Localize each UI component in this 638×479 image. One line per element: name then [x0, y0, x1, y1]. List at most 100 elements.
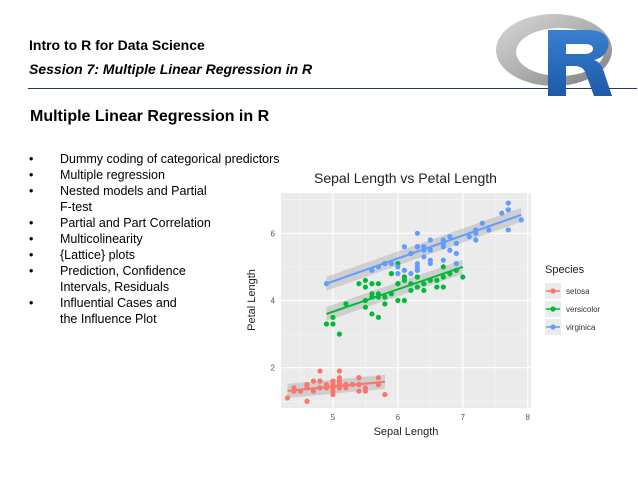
data-point-setosa [317, 378, 323, 384]
data-point-setosa [336, 378, 343, 384]
data-point-virginica [395, 271, 401, 277]
data-point-virginica [453, 250, 459, 257]
list-item: • Partial and Part Correlation [29, 216, 211, 230]
x-axis-ticks: 5 6 7 8 [331, 413, 531, 422]
list-item: • {Lattice} plots [29, 248, 136, 262]
header-divider [28, 88, 637, 89]
data-point-versicolor [421, 281, 427, 287]
data-point-versicolor [440, 274, 446, 280]
chart-grid [281, 193, 531, 408]
data-point-setosa [310, 388, 317, 394]
data-point-virginica [401, 267, 407, 273]
data-point-virginica [447, 234, 453, 240]
data-point-setosa [317, 368, 323, 374]
list-item: • Multicolinearity [29, 232, 143, 246]
list-item: • Influential Cases and the Influence Plo… [29, 296, 177, 326]
fit-line-setosa [287, 380, 385, 392]
data-point-versicolor [356, 281, 362, 287]
bullet-icon: • [29, 248, 34, 262]
fit-lines [287, 213, 522, 392]
bullet-icon: • [29, 296, 34, 310]
x-tick-label: 5 [331, 413, 336, 422]
data-point-versicolor [362, 284, 369, 290]
legend-marker [550, 306, 556, 312]
bullet-icon: • [29, 232, 34, 246]
data-point-virginica [447, 247, 453, 253]
legend-marker [550, 324, 556, 330]
y-tick-label: 4 [271, 297, 276, 306]
fit-line-virginica [326, 213, 522, 285]
bullet-icon: • [29, 168, 34, 182]
fit-line-versicolor [326, 265, 464, 315]
topic-list: • Dummy coding of categorical predictors … [29, 151, 319, 327]
data-point-virginica [427, 247, 433, 253]
course-title: Intro to R for Data Science [29, 37, 205, 53]
x-tick-label: 7 [461, 413, 466, 422]
data-point-virginica [499, 210, 505, 216]
list-item: • Dummy coding of categorical predictors [29, 152, 280, 166]
list-item: • Prediction, Confidence Intervals, Resid… [29, 264, 186, 294]
data-point-virginica [486, 227, 492, 233]
y-tick-label: 6 [271, 229, 276, 238]
x-tick-label: 8 [526, 413, 531, 422]
data-point-versicolor [414, 284, 420, 290]
data-point-versicolor [460, 274, 466, 280]
session-title: Session 7: Multiple Linear Regression in… [29, 61, 313, 77]
slide-heading: Multiple Linear Regression in R [30, 108, 270, 125]
bullet-icon: • [29, 184, 34, 198]
y-tick-label: 2 [271, 364, 276, 373]
legend-label: virginica [566, 323, 596, 332]
data-point-versicolor [382, 301, 388, 307]
chart-legend: setosa versicolor virginica [545, 283, 601, 335]
bullet-icon: • [29, 264, 34, 278]
data-point-setosa [284, 395, 291, 401]
data-point-virginica [466, 234, 472, 240]
data-point-versicolor [434, 284, 440, 290]
legend-label: setosa [566, 287, 590, 296]
data-point-versicolor [440, 264, 446, 270]
data-point-virginica [518, 217, 524, 223]
data-point-setosa [304, 398, 310, 404]
data-point-virginica [414, 264, 420, 270]
data-point-virginica [427, 260, 433, 267]
bullet-icon: • [29, 216, 34, 230]
data-point-virginica [395, 264, 401, 270]
data-point-versicolor [395, 297, 401, 304]
data-point-virginica [421, 254, 427, 260]
data-point-versicolor [421, 287, 427, 294]
data-point-versicolor [401, 297, 407, 304]
y-axis-ticks: 2 4 6 [271, 229, 276, 372]
data-point-versicolor [401, 277, 407, 283]
data-point-setosa [310, 378, 317, 384]
r-logo-icon [496, 14, 612, 96]
data-point-setosa [356, 388, 362, 394]
data-point-virginica [408, 271, 414, 277]
scatter-chart: Sepal Length vs Petal Length 5 6 7 8 2 4 6 Se… [246, 170, 601, 438]
data-point-virginica [427, 237, 433, 243]
data-point-versicolor [382, 294, 388, 300]
legend-label: versicolor [566, 305, 601, 314]
bullet-icon: • [29, 152, 34, 166]
data-point-virginica [440, 257, 446, 263]
list-item: • Multiple regression [29, 168, 165, 182]
data-point-versicolor [375, 281, 382, 287]
data-point-versicolor [369, 281, 375, 287]
data-point-versicolor [323, 321, 330, 327]
data-point-versicolor [369, 311, 375, 317]
data-point-versicolor [369, 291, 375, 297]
data-point-versicolor [362, 277, 369, 283]
data-point-versicolor [362, 304, 369, 310]
data-point-setosa [356, 375, 362, 381]
data-point-virginica [414, 230, 420, 236]
data-point-versicolor [375, 314, 382, 320]
data-point-setosa [375, 375, 382, 381]
data-point-versicolor [395, 281, 401, 287]
data-point-versicolor [336, 331, 343, 337]
data-point-versicolor [408, 287, 414, 294]
data-point-versicolor [330, 314, 336, 320]
legend-title: Species [545, 264, 585, 276]
chart-title: Sepal Length vs Petal Length [314, 170, 497, 186]
data-point-virginica [414, 244, 420, 250]
data-point-virginica [505, 207, 511, 213]
data-point-virginica [453, 240, 459, 246]
